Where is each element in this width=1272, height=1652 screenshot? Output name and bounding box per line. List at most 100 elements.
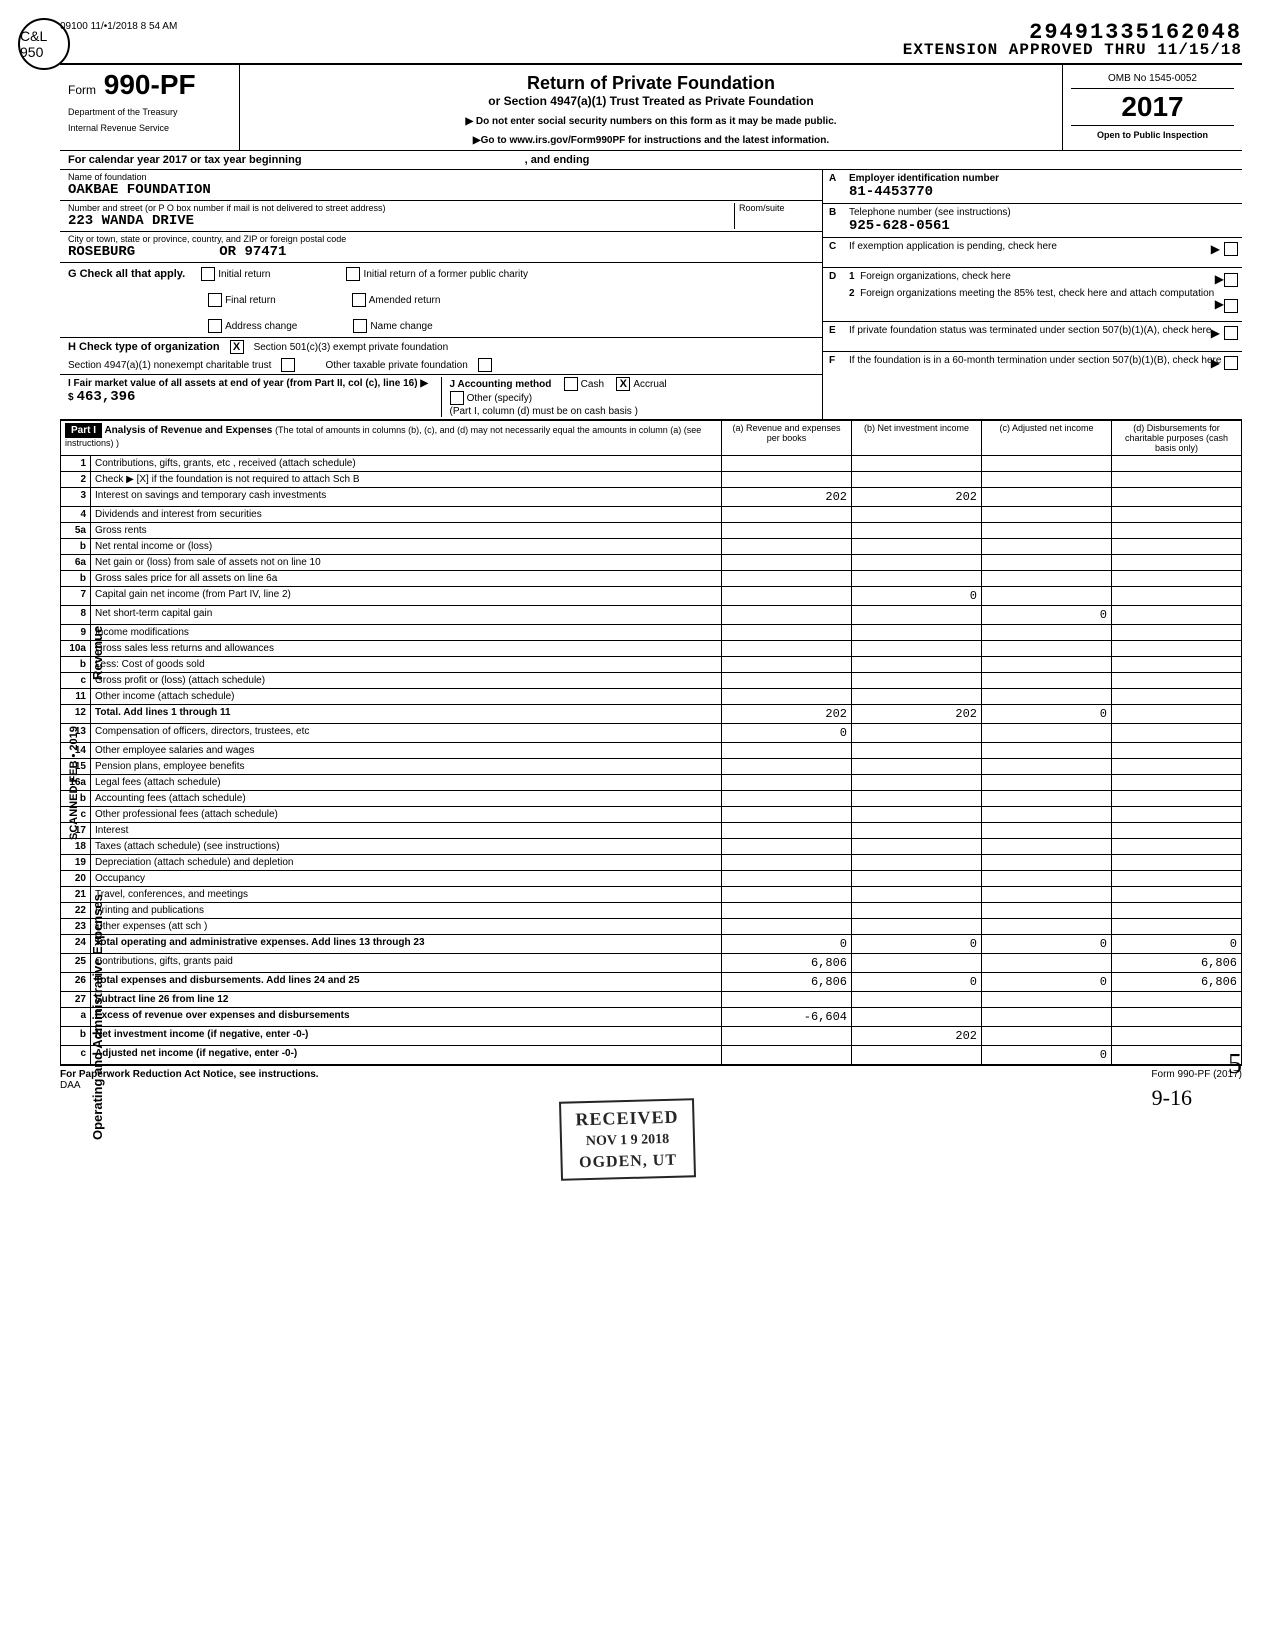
col-a-head: (a) Revenue and expenses per books — [722, 421, 852, 456]
table-row: 27Subtract line 26 from line 12 — [61, 992, 1242, 1008]
table-row: 7Capital gain net income (from Part IV, … — [61, 587, 1242, 606]
table-row: 26Total expenses and disbursements. Add … — [61, 973, 1242, 992]
cb-e[interactable] — [1224, 326, 1238, 340]
cb-cash[interactable] — [564, 377, 578, 391]
d-letter: D — [829, 271, 843, 282]
b-letter: B — [829, 207, 843, 218]
cb-f[interactable] — [1224, 356, 1238, 370]
table-row: 11Other income (attach schedule) — [61, 689, 1242, 705]
g-label: G Check all that apply. — [68, 268, 185, 280]
cb-d2[interactable] — [1224, 299, 1238, 313]
d2-text: Foreign organizations meeting the 85% te… — [860, 288, 1214, 299]
f-letter: F — [829, 355, 843, 366]
table-row: aExcess of revenue over expenses and dis… — [61, 1008, 1242, 1027]
cb-other-taxable[interactable] — [478, 358, 492, 372]
table-row: 22Printing and publications — [61, 903, 1242, 919]
table-row: 12Total. Add lines 1 through 112022020 — [61, 705, 1242, 724]
stamp-date: NOV 1 9 2018 — [576, 1132, 679, 1151]
cb-amended[interactable] — [352, 293, 366, 307]
table-row: 20Occupancy — [61, 871, 1242, 887]
ein-label: Employer identification number — [849, 173, 1236, 184]
cb-name-change[interactable] — [353, 319, 367, 333]
stamp-received-text: RECEIVED — [575, 1107, 679, 1131]
table-row: 18Taxes (attach schedule) (see instructi… — [61, 839, 1242, 855]
expenses-vert-label: Operating and Administrative Expenses — [90, 894, 105, 1140]
table-row: 15Pension plans, employee benefits — [61, 759, 1242, 775]
state-zip: OR 97471 — [219, 244, 286, 260]
ein-value: 81-4453770 — [849, 184, 1236, 200]
col-d-head: (d) Disbursements for charitable purpose… — [1112, 421, 1242, 456]
phone-value: 925-628-0561 — [849, 218, 1236, 234]
cal-year-end: , and ending — [525, 154, 590, 166]
table-row: 13Compensation of officers, directors, t… — [61, 724, 1242, 743]
foundation-name: OAKBAE FOUNDATION — [68, 182, 814, 198]
table-row: 2Check ▶ [X] if the foundation is not re… — [61, 472, 1242, 488]
cal-year-label: For calendar year 2017 or tax year begin… — [68, 154, 302, 166]
form-number: Form 990-PF — [68, 69, 231, 101]
table-row: 10aGross sales less returns and allowanc… — [61, 641, 1242, 657]
col-c-head: (c) Adjusted net income — [982, 421, 1112, 456]
dept-treasury: Department of the Treasury — [68, 107, 231, 117]
table-row: 17Interest — [61, 823, 1242, 839]
scanned-vert-label: SCANNED FEB • 2019 — [68, 726, 80, 840]
cb-address-change[interactable] — [208, 319, 222, 333]
h-label: H Check type of organization — [68, 341, 220, 353]
tax-year: 2017 — [1071, 89, 1234, 126]
cb-d1[interactable] — [1224, 273, 1238, 287]
table-row: bLess: Cost of goods sold — [61, 657, 1242, 673]
f-text: If the foundation is in a 60-month termi… — [849, 355, 1221, 366]
table-row: 6aNet gain or (loss) from sale of assets… — [61, 555, 1242, 571]
table-row: bNet investment income (if negative, ent… — [61, 1027, 1242, 1046]
omb-number: OMB No 1545-0052 — [1071, 69, 1234, 89]
c-letter: C — [829, 241, 843, 252]
table-row: 4Dividends and interest from securities — [61, 507, 1242, 523]
cb-final-return[interactable] — [208, 293, 222, 307]
table-row: bAccounting fees (attach schedule) — [61, 791, 1242, 807]
table-row: cAdjusted net income (if negative, enter… — [61, 1046, 1242, 1065]
cb-initial-return[interactable] — [201, 267, 215, 281]
street-label: Number and street (or P O box number if … — [68, 203, 734, 213]
scan-timestamp: 09100 11/•1/2018 8 54 AM — [60, 21, 177, 32]
open-inspection: Open to Public Inspection — [1071, 126, 1234, 144]
cb-501c3[interactable]: X — [230, 340, 244, 354]
a-letter: A — [829, 173, 843, 184]
h-4947-label: Section 4947(a)(1) nonexempt charitable … — [68, 360, 271, 371]
cb-initial-former[interactable] — [346, 267, 360, 281]
daa-label: DAA — [60, 1080, 81, 1091]
table-row: 24Total operating and administrative exp… — [61, 935, 1242, 954]
table-row: bNet rental income or (loss) — [61, 539, 1242, 555]
part1-title: Analysis of Revenue and Expenses — [104, 425, 272, 436]
revenue-vert-label: Revenue — [90, 626, 105, 680]
cb-accrual[interactable]: X — [616, 377, 630, 391]
ssn-warning: ▶ Do not enter social security numbers o… — [248, 116, 1054, 127]
table-row: cGross profit or (loss) (attach schedule… — [61, 673, 1242, 689]
form-subtitle: or Section 4947(a)(1) Trust Treated as P… — [248, 94, 1054, 108]
table-row: 23Other expenses (att sch ) — [61, 919, 1242, 935]
table-row: 25Contributions, gifts, grants paid6,806… — [61, 954, 1242, 973]
cb-4947[interactable] — [281, 358, 295, 372]
table-row: 9Income modifications — [61, 625, 1242, 641]
h-501c3-label: Section 501(c)(3) exempt private foundat… — [254, 342, 449, 353]
city-label: City or town, state or province, country… — [68, 234, 814, 244]
name-label: Name of foundation — [68, 172, 814, 182]
table-row: 1Contributions, gifts, grants, etc , rec… — [61, 456, 1242, 472]
table-row: 8Net short-term capital gain0 — [61, 606, 1242, 625]
j-label: J Accounting method — [450, 379, 552, 390]
street-address: 223 WANDA DRIVE — [68, 213, 734, 229]
fmv-value: 463,396 — [77, 389, 136, 405]
j-note: (Part I, column (d) must be on cash basi… — [450, 406, 638, 417]
table-row: 19Depreciation (attach schedule) and dep… — [61, 855, 1242, 871]
c-text: If exemption application is pending, che… — [849, 241, 1057, 252]
circle-stamp: C&L 950 — [18, 18, 70, 70]
phone-label: Telephone number (see instructions) — [849, 207, 1236, 218]
e-letter: E — [829, 325, 843, 336]
part1-label: Part I — [65, 423, 102, 438]
col-b-head: (b) Net investment income — [852, 421, 982, 456]
cb-c[interactable] — [1224, 242, 1238, 256]
received-stamp: RECEIVED NOV 1 9 2018 OGDEN, UT — [559, 1098, 696, 1181]
instructions-url: ▶Go to www.irs.gov/Form990PF for instruc… — [248, 135, 1054, 146]
irs-line: Internal Revenue Service — [68, 123, 231, 133]
table-row: bGross sales price for all assets on lin… — [61, 571, 1242, 587]
cb-other-method[interactable] — [450, 391, 464, 405]
handwritten-5: 5 — [1228, 1049, 1242, 1081]
